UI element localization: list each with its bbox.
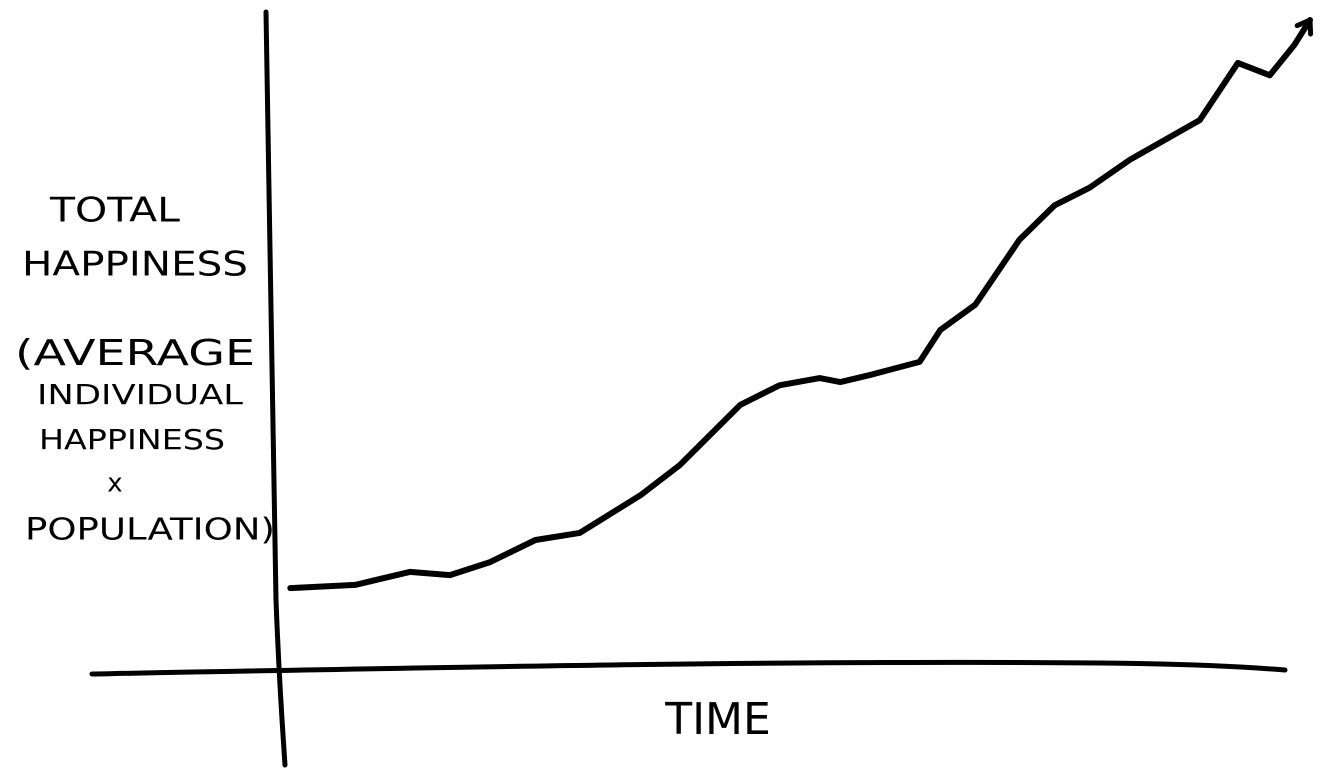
arrow-head: [1294, 17, 1314, 37]
y-axis-label: HAPPINESS: [39, 423, 225, 456]
y-axis-label: HAPPINESS: [22, 245, 248, 285]
happiness-line: [287, 17, 1313, 592]
y-axis-label: POPULATION): [25, 513, 275, 548]
x-axis-label: TIME: [664, 694, 771, 745]
y-axis-label: x: [107, 469, 122, 499]
x-axis: [89, 659, 1288, 677]
y-axis-label: INDIVIDUAL: [37, 378, 243, 411]
y-axis: [263, 9, 288, 768]
y-axis-label: (AVERAGE: [15, 333, 255, 374]
y-axis-label: TOTAL: [49, 191, 180, 231]
